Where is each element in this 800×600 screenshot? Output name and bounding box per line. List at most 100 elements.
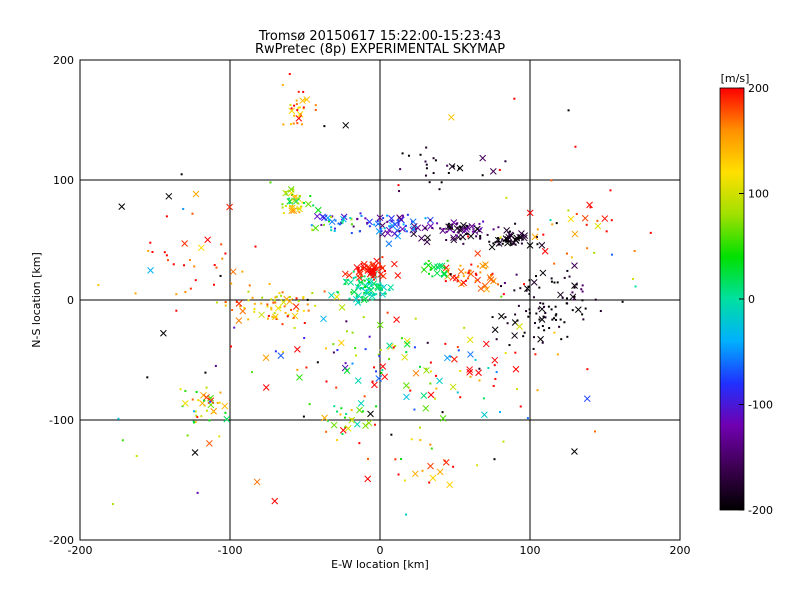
cluster-cross-marker — [319, 213, 327, 221]
echo-dot-marker — [363, 395, 366, 398]
echo-dot-marker — [456, 280, 459, 283]
echo-dot-marker — [518, 236, 521, 239]
cluster-cross-marker — [299, 97, 306, 105]
echo-dot-marker — [179, 388, 182, 391]
cluster-cross-marker — [449, 274, 457, 281]
echo-dot-marker — [311, 292, 314, 295]
echo-dot-marker — [323, 125, 326, 128]
cluster-cross-marker — [313, 212, 321, 220]
cluster-cross-marker — [206, 440, 213, 447]
cluster-cross-marker — [342, 121, 350, 129]
echo-dot-marker — [369, 288, 372, 291]
colorbar-tick-label: -100 — [748, 399, 773, 412]
cluster-cross-marker — [513, 234, 521, 242]
echo-dot-marker — [380, 230, 383, 233]
echo-dot-marker — [311, 228, 314, 231]
echo-dot-marker — [221, 257, 224, 260]
echo-dot-marker — [323, 290, 326, 293]
echo-dot-marker — [550, 280, 553, 283]
echo-dot-marker — [358, 281, 361, 284]
echo-dot-marker — [574, 145, 577, 148]
echo-dot-marker — [373, 278, 376, 281]
echo-dot-marker — [208, 419, 211, 422]
echo-dot-marker — [312, 204, 315, 207]
echo-dot-marker — [560, 338, 563, 341]
echo-dot-marker — [462, 242, 465, 245]
echo-dot-marker — [474, 358, 477, 361]
echo-dot-marker — [459, 370, 462, 373]
cluster-cross-marker — [274, 304, 282, 312]
echo-dot-marker — [354, 276, 357, 279]
echo-dot-marker — [605, 230, 608, 233]
echo-dot-marker — [350, 291, 353, 294]
cluster-cross-marker — [289, 204, 296, 212]
echo-dot-marker — [195, 390, 198, 393]
cluster-cross-marker — [504, 239, 511, 247]
echo-dot-marker — [149, 241, 152, 244]
echo-dot-marker — [298, 106, 301, 109]
echo-dot-marker — [405, 230, 408, 233]
echo-dot-marker — [205, 386, 208, 389]
echo-dot-marker — [352, 270, 355, 273]
echo-dot-marker — [400, 337, 403, 340]
echo-dot-marker — [345, 330, 348, 333]
echo-dot-marker — [202, 399, 205, 402]
cluster-cross-marker — [235, 300, 243, 307]
echo-dot-marker — [563, 276, 566, 279]
echo-dot-marker — [542, 315, 545, 318]
echo-dot-marker — [580, 288, 583, 291]
cluster-cross-marker — [330, 421, 338, 429]
cluster-cross-marker — [526, 241, 534, 249]
echo-dot-marker — [230, 345, 233, 348]
echo-dot-marker — [499, 411, 502, 414]
echo-dot-marker — [429, 219, 432, 222]
echo-dot-marker — [586, 247, 589, 250]
cluster-cross-marker — [458, 280, 465, 288]
echo-dot-marker — [421, 469, 424, 472]
echo-dot-marker — [212, 283, 215, 286]
echo-dot-marker — [358, 230, 361, 233]
echo-dot-marker — [502, 293, 505, 296]
echo-dot-marker — [314, 304, 317, 307]
echo-dot-marker — [290, 308, 293, 311]
echo-dot-marker — [386, 220, 389, 223]
echo-dot-marker — [260, 302, 263, 305]
cluster-cross-marker — [443, 354, 451, 362]
y-tick-label: 0 — [67, 294, 74, 307]
cluster-cross-marker — [147, 267, 154, 274]
echo-dot-marker — [336, 410, 339, 413]
echo-dot-marker — [302, 415, 305, 418]
echo-dot-marker — [457, 349, 460, 352]
echo-dot-marker — [470, 263, 473, 266]
cluster-cross-marker — [409, 218, 417, 226]
echo-dot-marker — [364, 348, 367, 351]
echo-dot-marker — [358, 442, 361, 445]
echo-dot-marker — [533, 322, 536, 325]
echo-dot-marker — [296, 122, 299, 125]
cluster-cross-marker — [296, 205, 303, 213]
cluster-cross-marker — [226, 203, 233, 211]
cluster-cross-marker — [531, 233, 539, 241]
cluster-cross-marker — [379, 363, 387, 370]
echo-dot-marker — [320, 223, 323, 226]
cluster-cross-marker — [447, 113, 455, 121]
echo-dot-marker — [215, 266, 218, 269]
echo-dot-marker — [379, 349, 382, 352]
echo-dot-marker — [378, 266, 381, 269]
echo-dot-marker — [407, 154, 410, 157]
echo-dot-marker — [350, 223, 353, 226]
echo-dot-marker — [467, 272, 470, 275]
echo-dot-marker — [325, 347, 328, 350]
echo-dot-marker — [584, 307, 587, 310]
echo-dot-marker — [296, 368, 299, 371]
echo-dot-marker — [292, 122, 295, 125]
echo-dot-marker — [369, 261, 372, 264]
echo-dot-marker — [290, 107, 293, 110]
echo-dot-marker — [532, 336, 535, 339]
cluster-cross-marker — [379, 290, 387, 298]
echo-dot-marker — [455, 222, 458, 225]
echo-dot-marker — [585, 223, 588, 226]
cluster-cross-marker — [474, 276, 481, 284]
cluster-cross-marker — [387, 284, 395, 291]
cluster-cross-marker — [320, 315, 327, 323]
